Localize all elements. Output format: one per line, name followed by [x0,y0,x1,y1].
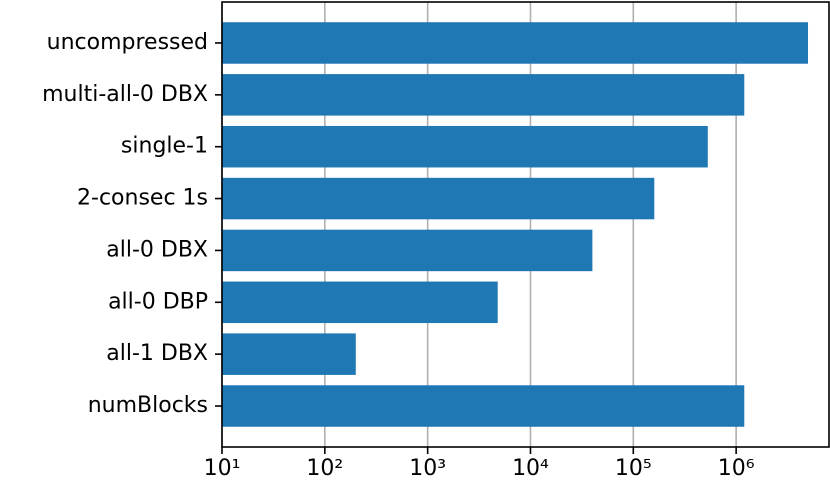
x-tick-label: 10² [306,456,343,481]
x-tick-label: 10¹ [204,456,241,481]
x-tick-label: 10⁶ [718,456,755,481]
y-tick-label: numBlocks [88,393,208,418]
bar [222,74,745,116]
plot-frame [221,1,830,448]
bar [222,177,655,220]
x-tick-label: 10⁵ [615,456,652,481]
y-tick-label: multi-all-0 DBX [42,82,208,107]
bar [222,125,708,168]
bar [222,281,498,324]
bar [222,229,593,272]
y-tick-label: uncompressed [47,30,208,55]
y-tick-label: single-1 [121,134,208,159]
y-tick-label: all-0 DBX [106,237,208,262]
x-tick-label: 10³ [409,456,446,481]
bar [222,333,356,375]
bar [222,385,745,427]
y-tick-label: all-1 DBX [106,341,208,366]
y-tick-label: all-0 DBP [108,289,208,314]
bar [222,22,809,64]
y-tick-label: 2-consec 1s [77,186,208,211]
x-tick-label: 10⁴ [512,456,549,481]
